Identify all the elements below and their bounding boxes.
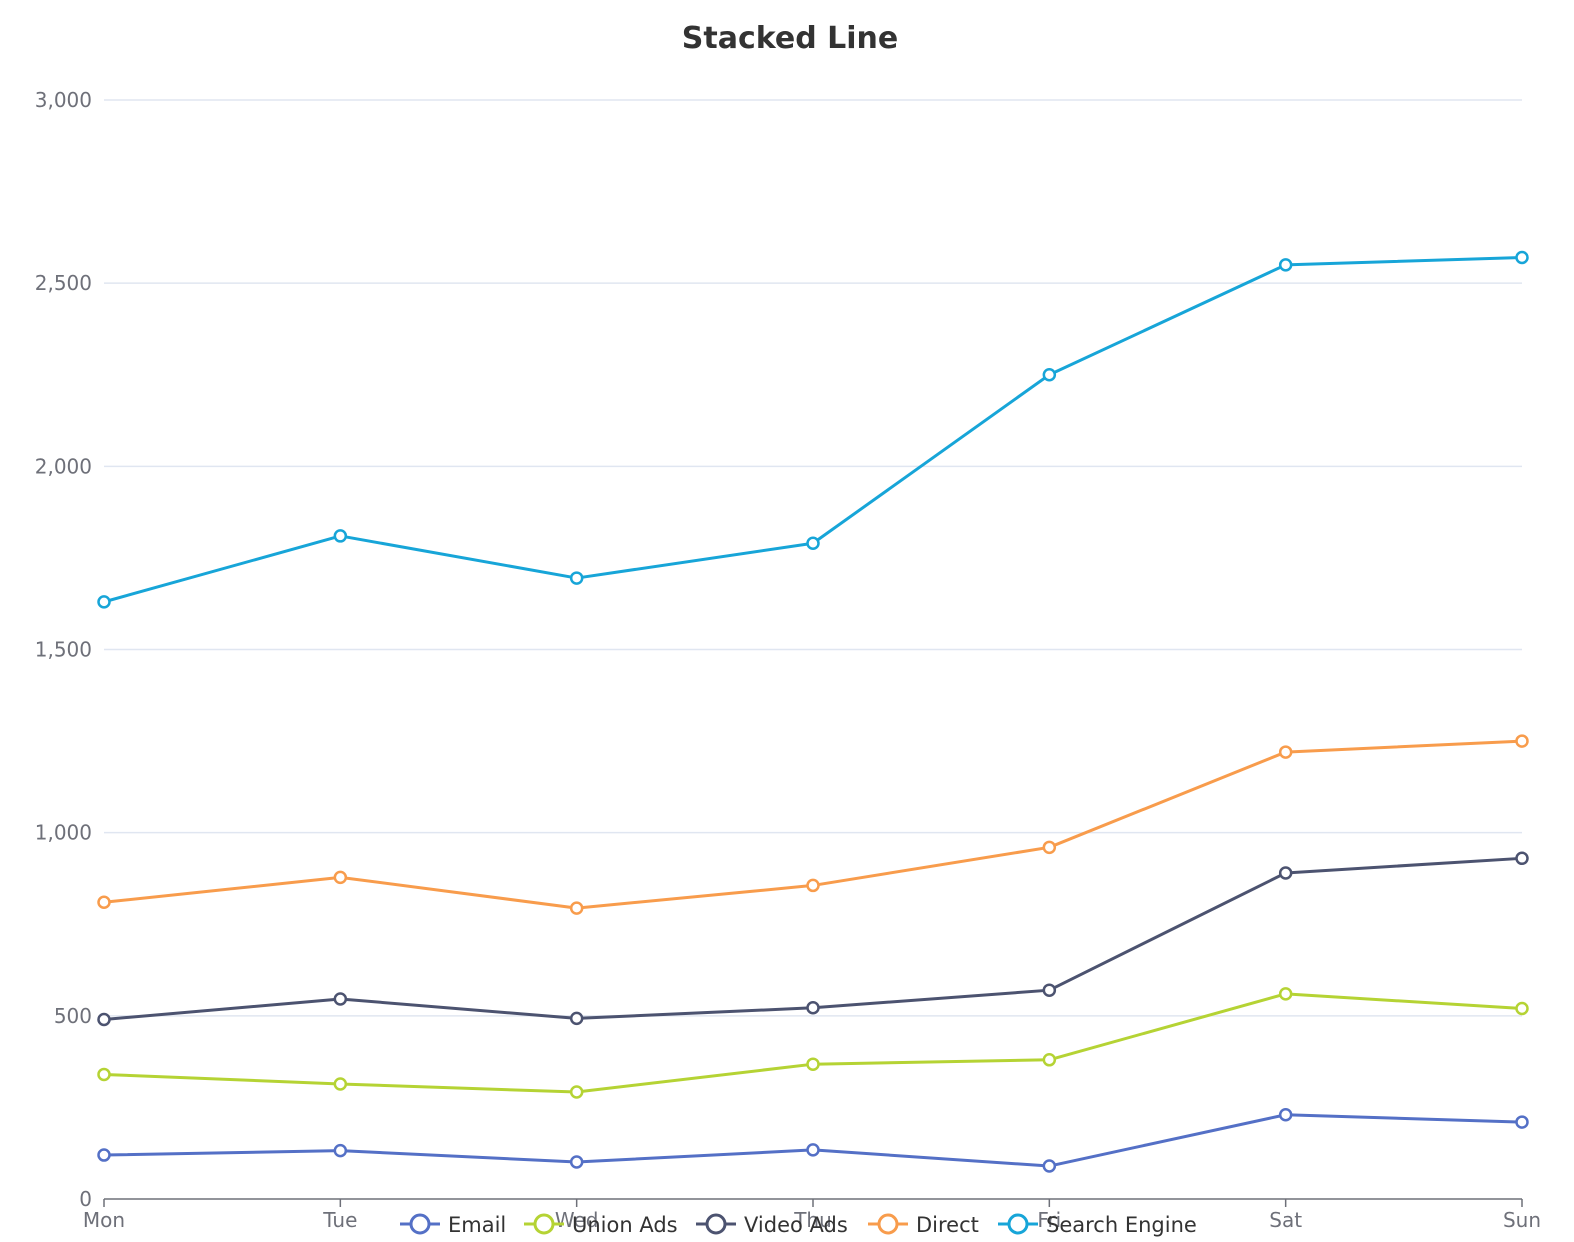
data-point-direct-sun[interactable] [1515,734,1529,748]
legend-item-video-ads[interactable]: Video Ads [696,1213,848,1237]
series-lines [97,250,1529,1173]
data-point-direct-sat[interactable] [1278,745,1293,759]
data-point-union-ads-wed[interactable] [569,1085,584,1099]
data-point-search-engine-mon[interactable] [97,595,111,609]
y-tick-label: 1,000 [35,821,92,845]
data-point-search-engine-tue[interactable] [333,529,348,543]
series-video-ads [97,851,1529,1027]
legend-label: Email [448,1213,506,1237]
data-point-email-wed[interactable] [569,1155,584,1169]
data-point-union-ads-fri[interactable] [1042,1053,1057,1067]
data-point-video-ads-thu[interactable] [806,1001,820,1015]
data-point-union-ads-sat[interactable] [1278,987,1293,1001]
data-point-email-tue[interactable] [333,1143,348,1158]
data-point-video-ads-wed[interactable] [569,1011,584,1026]
series-direct [97,734,1529,915]
data-point-video-ads-tue[interactable] [333,992,348,1006]
data-point-email-thu[interactable] [806,1143,820,1157]
data-point-direct-thu[interactable] [806,878,820,893]
data-point-search-engine-thu[interactable] [806,536,820,551]
legend-item-search-engine[interactable]: Search Engine [998,1213,1197,1237]
y-tick-label: 0 [79,1187,92,1211]
data-point-union-ads-mon[interactable] [97,1067,111,1082]
legend-label: Search Engine [1046,1213,1197,1237]
data-point-email-sat[interactable] [1278,1107,1293,1122]
y-tick-label: 2,500 [35,271,92,295]
x-tick-label-fri: Fri [1037,1208,1061,1232]
data-point-email-sun[interactable] [1515,1115,1529,1129]
x-tick-label-thu: Thu [793,1208,832,1232]
legend-label: Video Ads [744,1213,848,1237]
legend-item-union-ads[interactable]: Union Ads [524,1213,678,1237]
grid-lines [104,99,1522,1017]
x-tick-label-wed: Wed [555,1208,599,1232]
series-line-search-engine [103,256,1523,604]
legend-item-direct[interactable]: Direct [868,1213,979,1237]
legend[interactable]: Email Union Ads Video Ads Direct Search Engi… [400,1213,1197,1237]
data-point-video-ads-mon[interactable] [97,1012,111,1027]
data-point-search-engine-fri[interactable] [1042,368,1057,382]
x-axis: Mon Tue Wed Thu Fri Sat Sun [83,1198,1541,1232]
data-point-direct-fri[interactable] [1042,840,1057,855]
x-tick-label-tue: Tue [322,1208,357,1232]
legend-label: Direct [916,1213,979,1237]
y-tick-label: 2,000 [35,454,92,478]
legend-circle-icon [877,1213,899,1235]
legend-circle-icon [409,1213,431,1235]
legend-item-email[interactable]: Email [400,1213,506,1237]
series-email [97,1107,1529,1173]
data-point-union-ads-tue[interactable] [333,1077,348,1091]
x-tick-label-mon: Mon [83,1208,125,1232]
data-point-email-mon[interactable] [97,1148,111,1162]
legend-circle-icon [705,1213,727,1235]
data-point-video-ads-fri[interactable] [1042,983,1057,997]
chart-title: Stacked Line [682,21,899,56]
y-axis: 0 500 1,000 1,500 2,000 2,500 3,000 [35,88,92,1211]
data-point-search-engine-wed[interactable] [569,571,584,585]
legend-circle-icon [533,1213,555,1235]
x-tick-label-sat: Sat [1269,1208,1302,1232]
data-point-direct-mon[interactable] [97,895,111,910]
y-tick-label: 1,500 [35,638,92,662]
legend-label: Union Ads [572,1213,678,1237]
x-tick-label-sun: Sun [1503,1208,1541,1232]
y-tick-label: 3,000 [35,88,92,112]
series-search-engine [97,250,1529,609]
data-point-direct-tue[interactable] [333,870,348,885]
data-point-video-ads-sat[interactable] [1278,866,1293,880]
series-union-ads [97,987,1529,1099]
data-point-email-fri[interactable] [1042,1159,1057,1173]
data-point-search-engine-sat[interactable] [1278,258,1293,272]
y-tick-label: 500 [54,1004,92,1028]
data-point-union-ads-thu[interactable] [806,1057,820,1071]
data-point-direct-wed[interactable] [569,901,584,915]
data-point-search-engine-sun[interactable] [1515,250,1529,265]
series-line-email [103,1113,1523,1168]
data-point-union-ads-sun[interactable] [1515,1001,1529,1016]
legend-circle-icon [1007,1213,1029,1235]
data-point-video-ads-sun[interactable] [1515,851,1529,866]
